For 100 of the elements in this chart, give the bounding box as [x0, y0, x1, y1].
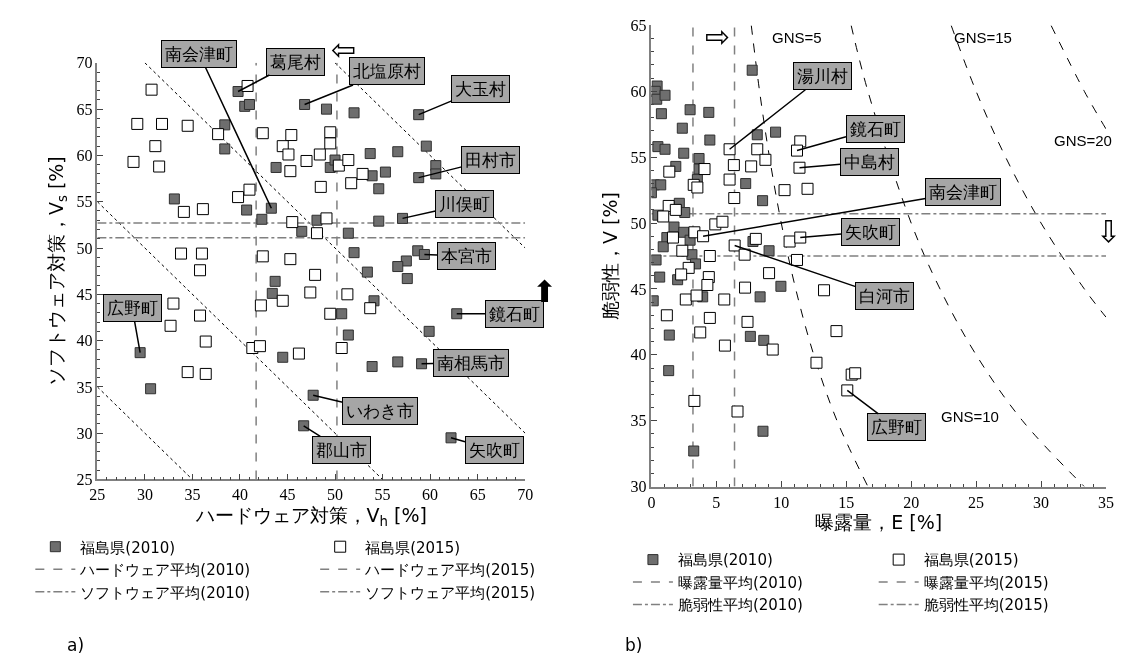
point — [738, 248, 751, 261]
annotation: ⇨ — [705, 19, 731, 54]
legend-label: ソフトウェア平均(2010) — [80, 583, 251, 602]
point — [373, 183, 385, 195]
point — [199, 335, 212, 348]
point — [757, 195, 769, 207]
y-tick-label: 40 — [76, 332, 93, 350]
point — [793, 161, 806, 174]
series-label: GNS=15 — [954, 29, 1012, 46]
text: a) — [67, 635, 85, 655]
y-tick-label: 60 — [630, 82, 647, 100]
point — [688, 445, 700, 457]
point — [751, 143, 764, 156]
point — [196, 203, 209, 216]
point — [366, 361, 378, 373]
point — [253, 340, 266, 353]
x-tick-label: 20 — [903, 493, 920, 511]
point — [783, 235, 796, 248]
x-tick-label: 0 — [647, 493, 656, 511]
point — [167, 297, 180, 310]
point — [300, 154, 313, 167]
legend-label: 脆弱性平均(2015) — [923, 596, 1049, 615]
x-tick-label: 15 — [838, 493, 855, 511]
legend-label: ハードウェア平均(2010) — [79, 561, 251, 580]
point — [243, 183, 256, 196]
series-label: GNS=5 — [772, 29, 822, 46]
point — [675, 268, 688, 281]
series-label: GNS=20 — [1054, 132, 1112, 149]
y-tick-label: 55 — [630, 148, 647, 166]
point — [304, 286, 317, 299]
point — [739, 281, 752, 294]
point — [313, 148, 326, 161]
point — [243, 98, 255, 110]
point — [676, 244, 689, 257]
legend-label: ハードウェア平均(2015) — [364, 561, 536, 580]
point — [691, 181, 704, 194]
point — [401, 273, 413, 285]
point — [392, 261, 404, 273]
point — [758, 334, 770, 346]
point — [830, 325, 843, 338]
point — [269, 275, 281, 287]
point — [299, 98, 311, 110]
point — [232, 191, 245, 204]
annotation: 矢吹町 — [469, 440, 520, 460]
point — [256, 213, 268, 225]
x-tick-label: 25 — [968, 493, 985, 511]
point — [663, 329, 675, 341]
point — [751, 129, 763, 141]
x-tick-label: 55 — [374, 486, 391, 504]
annotation: 中島村 — [844, 152, 895, 172]
point — [678, 147, 690, 159]
x-tick-label: 10 — [773, 493, 790, 511]
point — [195, 247, 208, 260]
point — [778, 184, 791, 197]
point — [241, 204, 253, 216]
annotation: 南会津町 — [165, 44, 233, 64]
point — [181, 119, 194, 132]
point — [177, 205, 190, 218]
point — [749, 232, 762, 245]
point — [320, 103, 332, 115]
point — [718, 339, 731, 352]
y-tick-label: 25 — [76, 471, 93, 489]
point — [342, 227, 354, 239]
point — [324, 137, 337, 150]
point — [676, 122, 688, 134]
point — [728, 192, 741, 205]
point — [690, 289, 703, 302]
point — [745, 160, 758, 173]
point — [763, 267, 776, 280]
point — [336, 308, 348, 320]
point — [801, 182, 814, 195]
x-tick-label: 5 — [712, 493, 721, 511]
point — [849, 367, 862, 380]
point — [149, 140, 162, 153]
point — [348, 247, 360, 259]
point — [265, 202, 277, 214]
point — [445, 432, 457, 444]
point — [451, 308, 463, 320]
annotation: 田村市 — [465, 150, 516, 170]
annotation: 広野町 — [871, 417, 922, 437]
point — [341, 288, 354, 301]
point — [286, 216, 299, 229]
point — [841, 384, 854, 397]
y-tick-label: 30 — [76, 424, 93, 442]
point — [392, 356, 404, 368]
point — [364, 302, 377, 315]
y-tick-label: 65 — [630, 17, 647, 35]
annotation: 矢吹町 — [845, 222, 896, 242]
annotation: 湯川村 — [797, 66, 848, 86]
legend-label: 福島県(2015) — [365, 538, 461, 557]
x-tick-label: 60 — [422, 486, 439, 504]
point — [810, 356, 823, 369]
y-tick-label: 60 — [76, 147, 93, 165]
y-tick-label: 70 — [76, 54, 93, 72]
x-tick-label: 45 — [279, 486, 296, 504]
x-tick-label: 35 — [184, 486, 201, 504]
point — [314, 180, 327, 193]
y-tick-label: 65 — [76, 100, 93, 118]
annotation: 川俣町 — [439, 194, 490, 214]
point — [694, 326, 707, 339]
